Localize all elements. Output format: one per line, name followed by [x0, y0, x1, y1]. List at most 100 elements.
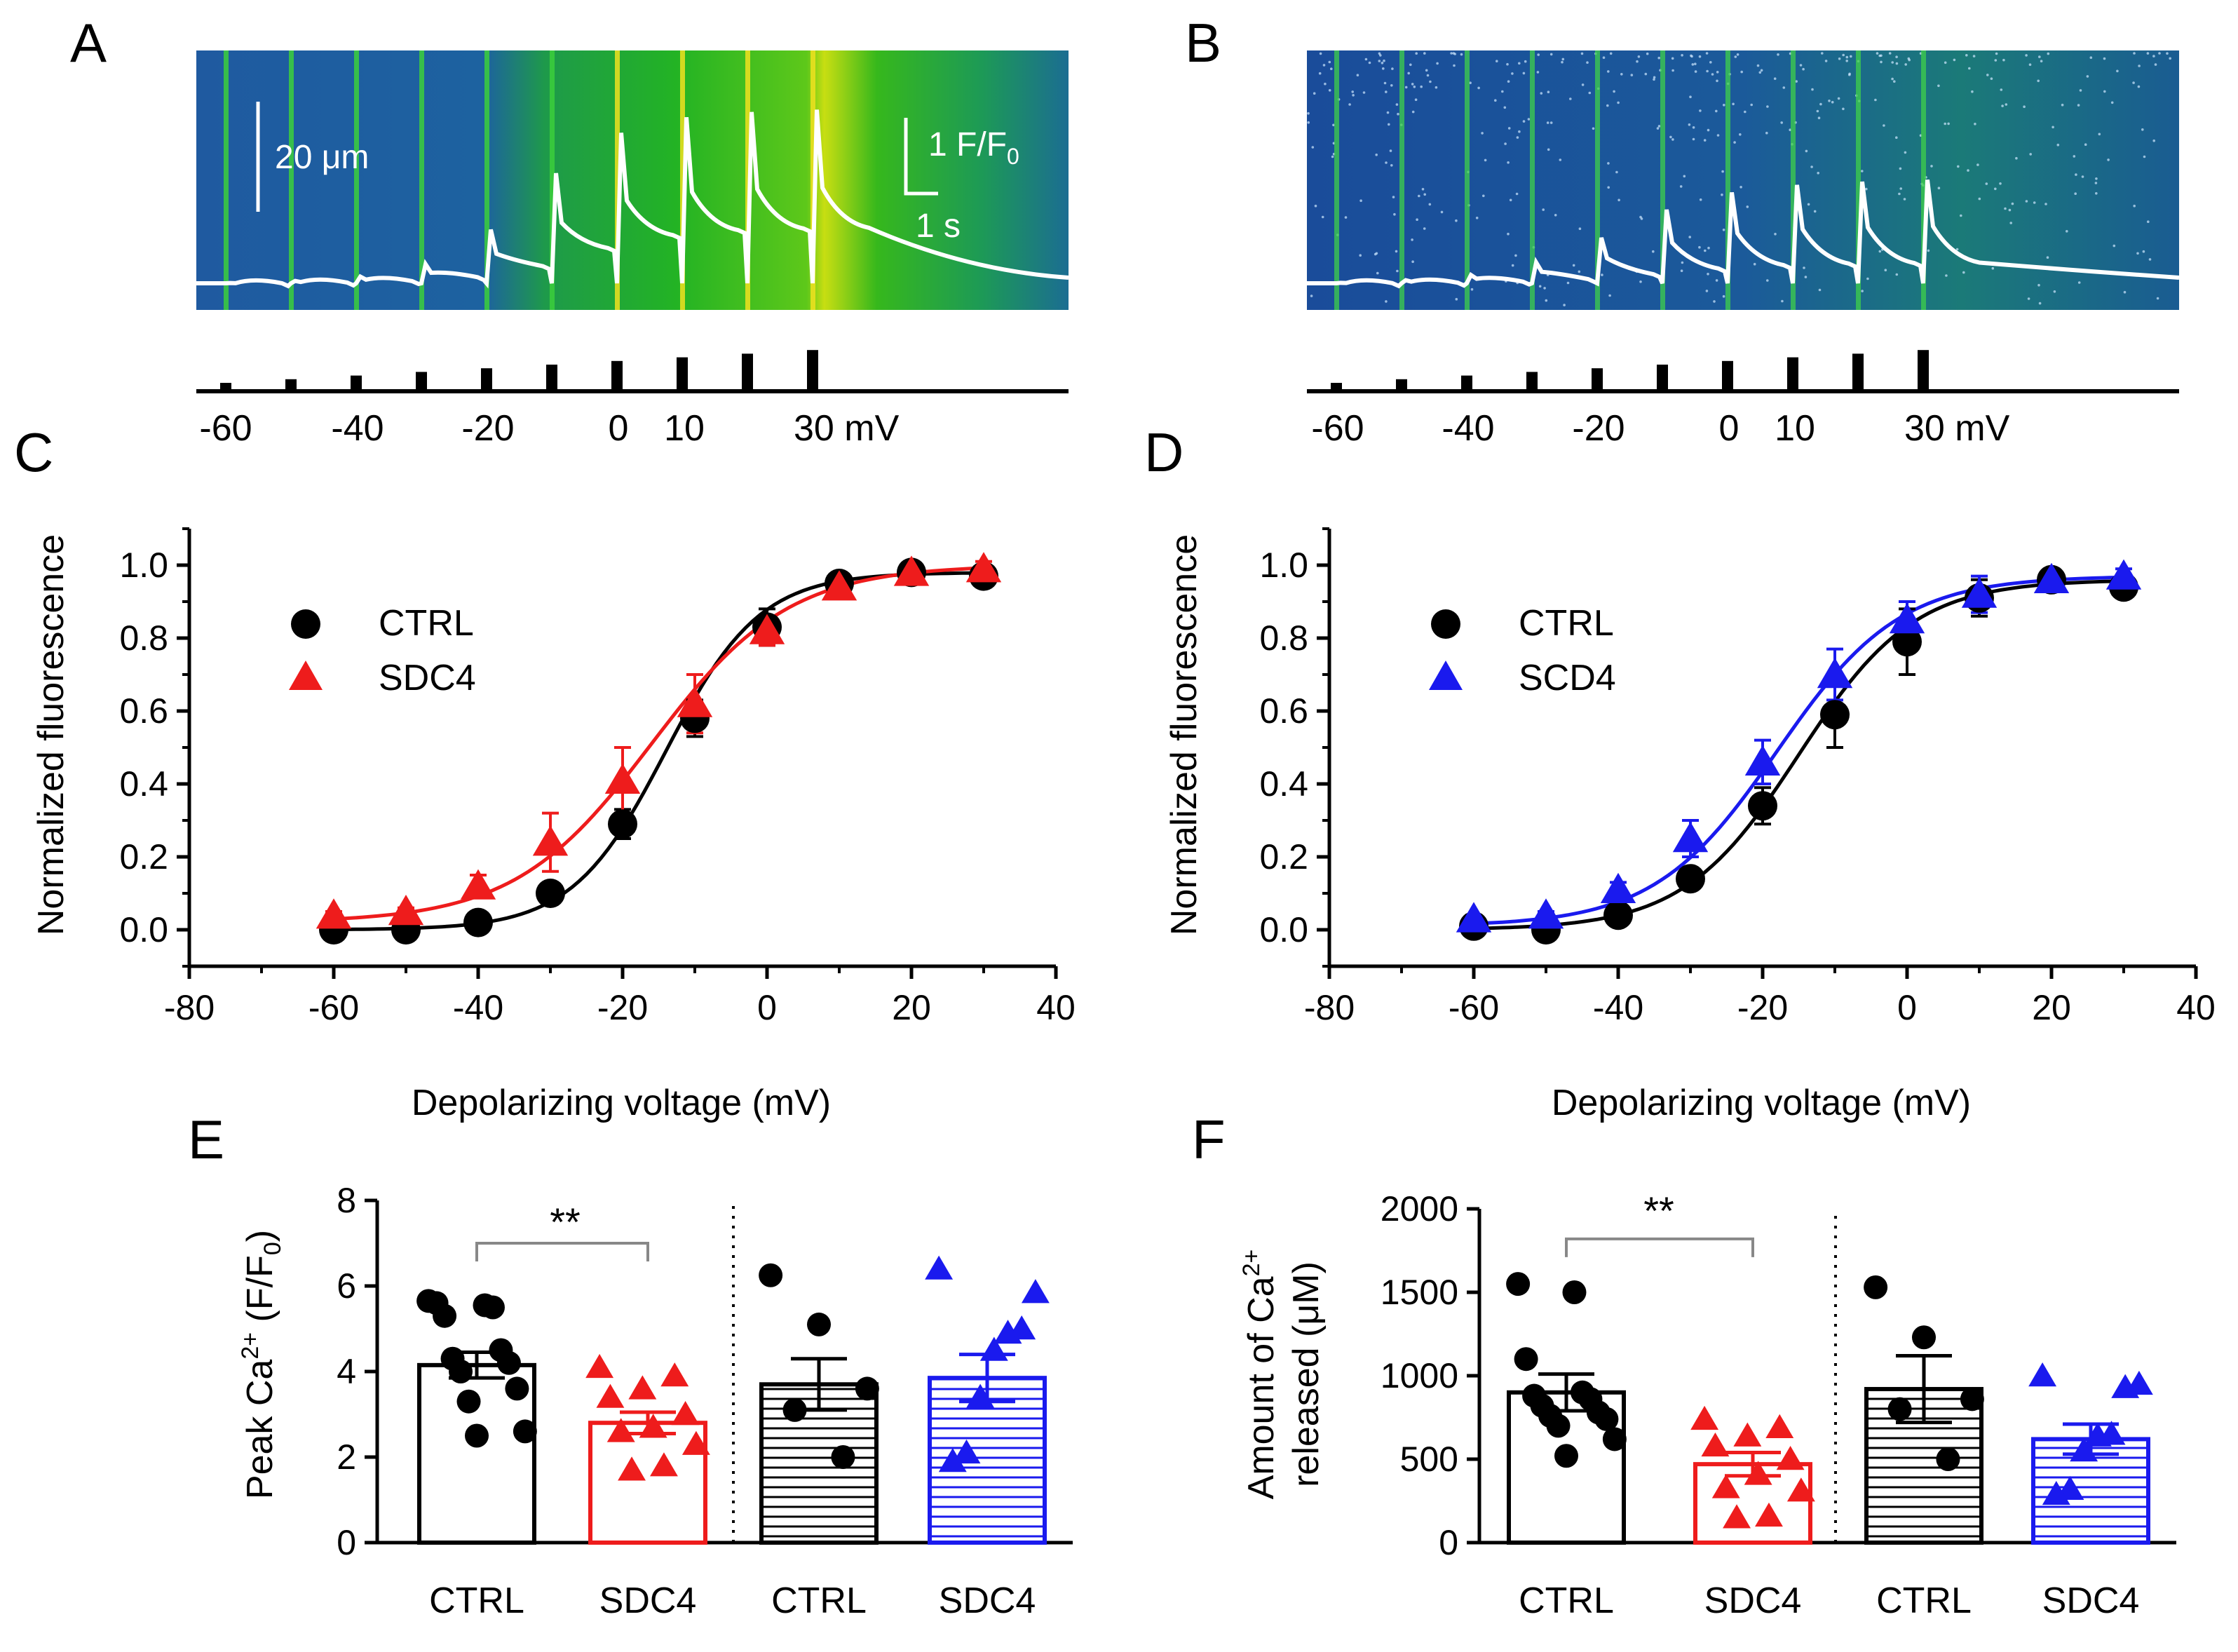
noise-speckle: [1547, 90, 1550, 93]
individual-point: [952, 1439, 981, 1464]
individual-point: [1594, 1407, 1619, 1431]
noise-speckle: [1985, 182, 1988, 185]
depolarization-flash: [745, 50, 750, 310]
legend-label-ctrl: CTRL: [1519, 603, 1614, 644]
data-point-ctrl: [1820, 700, 1850, 730]
linescan-panel-b: [1307, 50, 2180, 310]
noise-speckle: [1547, 148, 1550, 151]
noise-speckle: [1344, 216, 1348, 219]
individual-point: [1723, 1504, 1751, 1529]
noise-speckle: [1383, 81, 1387, 85]
data-point-sdc4: [460, 869, 496, 900]
depolarization-flash: [354, 50, 359, 310]
noise-speckle: [1974, 123, 1976, 126]
noise-speckle: [1957, 165, 1960, 168]
noise-speckle: [1511, 72, 1514, 75]
noise-speckle: [1514, 254, 1517, 257]
individual-point: [1021, 1279, 1050, 1304]
noise-speckle: [1615, 170, 1618, 174]
noise-speckle: [1705, 290, 1709, 292]
noise-speckle: [1522, 120, 1526, 123]
noise-speckle: [1817, 172, 1819, 175]
fit-curve-ctrl: [333, 571, 984, 932]
individual-point: [1733, 1422, 1762, 1447]
y-axis-title-d: Normalized fluorescence: [1164, 534, 1205, 935]
noise-speckle: [2025, 200, 2028, 203]
voltage-step: [1396, 379, 1407, 391]
noise-speckle: [1388, 123, 1390, 126]
noise-speckle: [1423, 193, 1426, 196]
individual-point: [1546, 1414, 1571, 1438]
protocol-label: -40: [331, 408, 384, 449]
y-tick-label: 0: [337, 1523, 356, 1562]
noise-speckle: [1698, 245, 1701, 249]
noise-speckle: [2136, 252, 2139, 255]
x-category-label: CTRL: [771, 1580, 867, 1621]
noise-speckle: [1307, 111, 1310, 115]
noise-speckle: [1356, 74, 1359, 76]
noise-speckle: [1805, 149, 1808, 153]
noise-speckle: [1477, 86, 1480, 90]
voltage-step: [1657, 365, 1668, 391]
noise-speckle: [2033, 201, 2036, 204]
noise-speckle: [2075, 173, 2077, 176]
noise-speckle: [1385, 90, 1388, 93]
noise-speckle: [1420, 85, 1423, 88]
noise-speckle: [1955, 248, 1959, 251]
noise-speckle: [1328, 60, 1331, 64]
noise-speckle: [1540, 92, 1543, 95]
data-point-ctrl: [1892, 627, 1922, 657]
noise-speckle: [1740, 70, 1743, 74]
linescan-image-a: [196, 50, 1069, 310]
noise-speckle: [1848, 73, 1851, 76]
noise-speckle: [1416, 218, 1418, 222]
noise-speckle: [1538, 285, 1542, 288]
noise-speckle: [1777, 53, 1779, 56]
bar-sdc4: [588, 1421, 707, 1545]
noise-speckle: [2156, 297, 2159, 300]
noise-speckle: [1692, 137, 1695, 141]
noise-speckle: [1637, 55, 1641, 58]
noise-speckle: [1359, 254, 1362, 257]
x-category-label: CTRL: [1876, 1580, 1972, 1621]
x-category-label: SDC4: [939, 1580, 1036, 1621]
legend-label-scd4: SCD4: [1519, 658, 1616, 698]
noise-speckle: [1561, 57, 1565, 61]
chart-d: -80 -60 -40 -20 0 20 40 0.0 0.2 0.4 0.6 0.8 1.0 CTRL…: [1164, 527, 2216, 1123]
noise-speckle: [1744, 110, 1747, 114]
individual-point: [1776, 1446, 1805, 1470]
protocol-label: 0: [1719, 408, 1739, 449]
noise-speckle: [1756, 64, 1760, 67]
data-point-sdc4: [749, 614, 785, 644]
data-point-scd4: [2033, 562, 2070, 593]
noise-speckle: [1723, 104, 1725, 107]
noise-speckle: [1415, 52, 1418, 55]
noise-speckle: [1732, 102, 1735, 106]
noise-speckle: [1876, 52, 1879, 55]
noise-speckle: [1721, 194, 1723, 196]
noise-speckle: [1601, 273, 1603, 276]
y-tick-label: 500: [1400, 1440, 1458, 1479]
x-axis-title-c: Depolarizing voltage (mV): [412, 1083, 831, 1123]
noise-speckle: [1715, 279, 1718, 282]
noise-speckle: [1518, 62, 1521, 65]
noise-speckle: [1891, 61, 1894, 64]
noise-speckle: [1707, 273, 1709, 276]
noise-speckle: [1679, 185, 1683, 188]
noise-speckle: [1715, 109, 1718, 113]
individual-point: [2111, 1374, 2140, 1398]
individual-point: [1864, 1275, 1888, 1299]
noise-speckle: [1561, 60, 1564, 64]
noise-speckle: [1331, 155, 1334, 158]
depolarization-flash: [1399, 50, 1404, 310]
individual-point: [1554, 1444, 1578, 1468]
noise-speckle: [1543, 287, 1546, 290]
y-tick-label: 0.8: [119, 618, 168, 658]
voltage-step: [546, 365, 557, 391]
noise-speckle: [1328, 89, 1331, 92]
y-tick-label: 1.0: [119, 546, 168, 585]
legend-marker-ctrl: [1431, 609, 1460, 639]
noise-speckle: [1390, 84, 1393, 87]
noise-speckle: [2044, 203, 2047, 205]
noise-speckle: [1739, 133, 1742, 136]
